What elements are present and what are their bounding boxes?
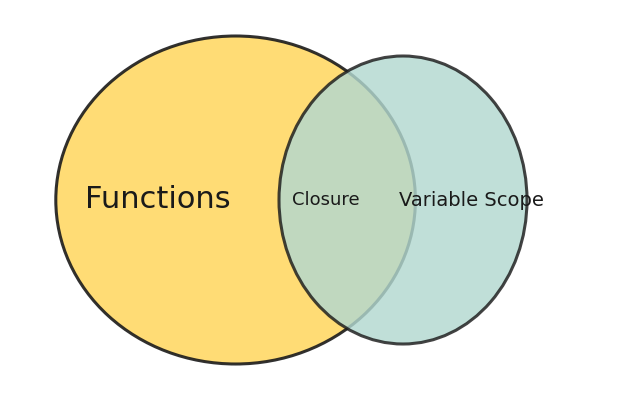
Text: Functions: Functions bbox=[86, 186, 231, 214]
Text: Closure: Closure bbox=[291, 191, 360, 209]
Ellipse shape bbox=[279, 56, 527, 344]
Text: Variable Scope: Variable Scope bbox=[399, 190, 544, 210]
Ellipse shape bbox=[56, 36, 415, 364]
